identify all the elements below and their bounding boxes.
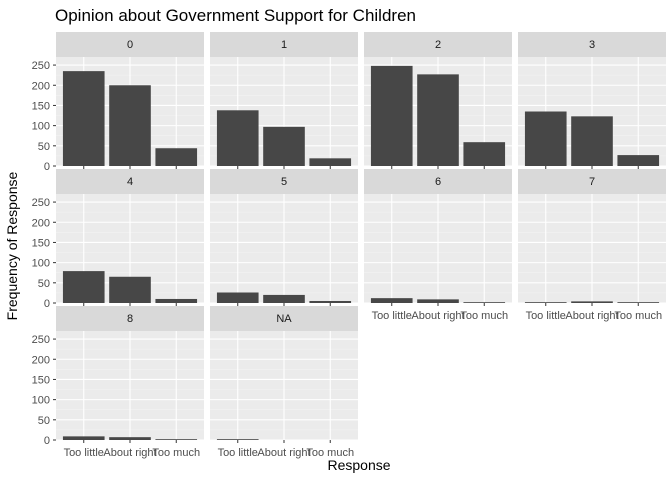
y-tick-label: 0 [44,161,50,173]
facet-strip-label: 1 [281,39,287,51]
facet-strip [56,306,204,331]
facet-strip [518,169,666,194]
y-tick-label: 0 [44,298,50,310]
facet-panel: 2 [364,32,512,169]
x-tick-label: Too little [64,447,104,459]
y-tick-label: 150 [32,237,50,249]
x-tick-label: About right [411,310,464,322]
bar-too-little [216,439,259,440]
bar-too-little [370,65,413,166]
bar-too-little [524,111,567,166]
facet-strip-label: 5 [281,176,287,188]
x-axis-title: Response [327,457,390,473]
facet-strip [364,169,512,194]
y-tick-label: 100 [32,258,50,270]
x-tick-label: Too little [372,310,412,322]
y-tick-label: 250 [32,197,50,209]
y-tick-label: 250 [32,60,50,72]
facet-strip-label: 4 [127,176,133,188]
facet-strip [210,169,358,194]
bar-too-much [463,302,506,303]
bar-about-right [263,294,305,303]
y-tick-label: 150 [32,374,50,386]
facet-panel: 5 [210,169,358,306]
chart-title: Opinion about Government Support for Chi… [55,6,416,25]
y-tick-label: 50 [38,415,50,427]
bar-about-right [571,116,613,166]
y-tick-label: 0 [44,435,50,447]
bar-too-much [463,142,506,166]
x-tick-label: Too much [306,447,354,459]
y-tick-label: 50 [38,141,50,153]
y-tick-label: 150 [32,100,50,112]
bar-about-right [417,74,459,166]
bar-too-little [62,271,105,303]
facet-strip [364,32,512,57]
x-tick-label: About right [565,310,618,322]
facet-strip-label: 6 [435,176,441,188]
bar-too-much [617,155,660,166]
bar-about-right [109,85,151,166]
bar-too-little [524,302,567,303]
bar-too-little [216,292,259,303]
bar-about-right [417,299,459,303]
x-tick-label: About right [103,447,156,459]
x-tick-label: Too much [460,310,508,322]
y-axis-title: Frequency of Response [4,171,20,320]
x-tick-label: Too much [614,310,662,322]
bar-too-much [155,298,198,303]
bar-too-little [216,110,259,166]
x-tick-label: Too little [526,310,566,322]
facet-strip-label: 0 [127,39,133,51]
bar-too-little [62,436,105,440]
y-tick-label: 100 [32,395,50,407]
y-tick-label: 250 [32,334,50,346]
facet-strip-label: 2 [435,39,441,51]
y-tick-label: 200 [32,80,50,92]
bar-too-little [62,71,105,166]
bar-about-right [109,276,151,303]
y-tick-label: 50 [38,278,50,290]
facet-panel: 8 0 50 100 150 200 250 Too little About rightToo… [32,306,204,459]
x-tick-label: Too little [218,447,258,459]
bar-too-much [155,148,198,166]
y-tick-label: 200 [32,217,50,229]
bar-too-much [309,300,352,303]
facet-strip-label: 8 [127,313,133,325]
bar-about-right [263,126,305,166]
bar-about-right [571,301,613,303]
facet-panel: 3 [518,32,666,169]
x-tick-label: About right [257,447,310,459]
facet-strip [56,169,204,194]
bar-about-right [109,437,151,440]
facet-panel: 0 0 50 100 150 200 250 [32,32,204,173]
facet-strip-label: 7 [589,176,595,188]
facet-strip [518,32,666,57]
bar-too-much [155,439,198,440]
facet-panels: 0 0 50 100 150 200 250 1 2 3 4 0 50 100 150 200 250 5 6 Too… [32,32,666,459]
bar-too-much [617,302,660,303]
x-tick-label: Too much [152,447,200,459]
facet-panel: 1 [210,32,358,169]
facet-strip [56,32,204,57]
y-tick-label: 100 [32,121,50,133]
y-tick-label: 200 [32,354,50,366]
facet-strip [210,32,358,57]
facet-panel: 4 0 50 100 150 200 250 [32,169,204,310]
facet-strip-label: 3 [589,39,595,51]
bar-too-little [370,298,413,303]
facet-strip-label: NA [276,313,292,325]
facet-strip [210,306,358,331]
bar-too-much [309,158,352,166]
